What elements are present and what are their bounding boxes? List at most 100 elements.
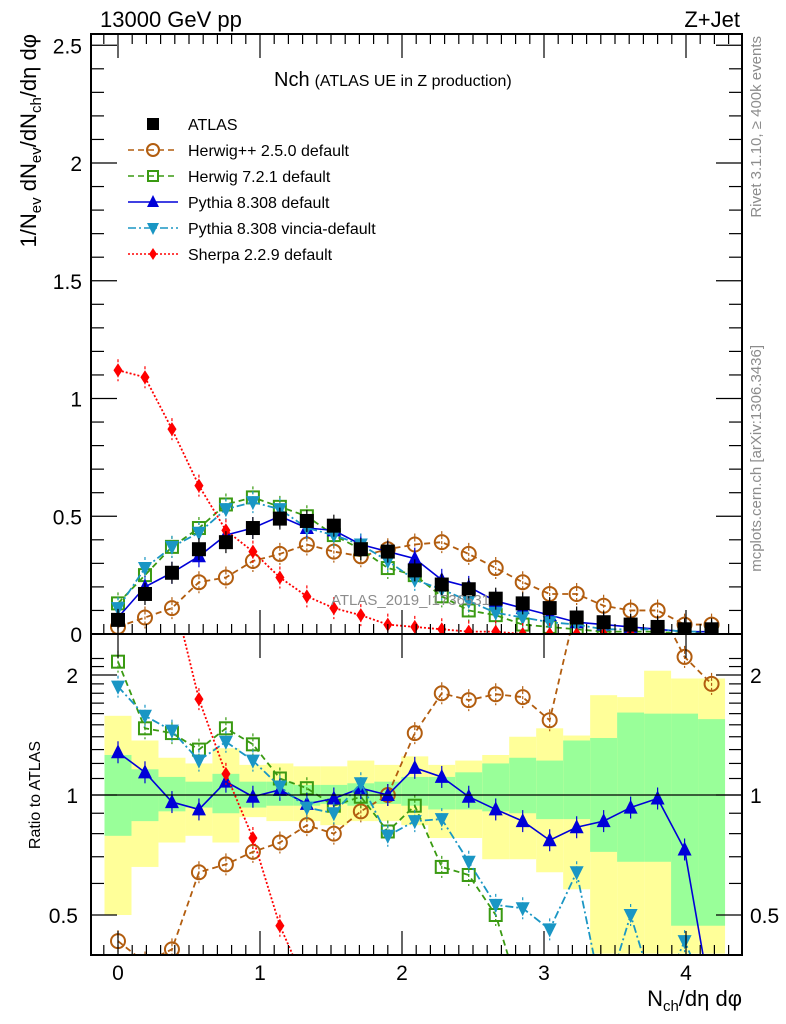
data-point <box>271 545 288 562</box>
data-point <box>541 712 558 729</box>
data-point <box>704 622 719 634</box>
data-point <box>515 611 530 626</box>
data-point <box>218 535 233 550</box>
data-point <box>464 624 474 634</box>
data-point <box>245 496 260 511</box>
data-point <box>514 689 531 706</box>
data-point <box>164 724 179 739</box>
data-point <box>568 585 585 602</box>
data-point <box>194 478 204 493</box>
x-tick-labels: 0 1 2 3 4 <box>112 962 692 985</box>
x-tick-label: 1 <box>254 962 266 985</box>
data-point <box>248 831 258 846</box>
data-point <box>137 709 152 724</box>
data-point <box>221 766 231 781</box>
plot-title-main: Nch <box>274 69 310 91</box>
data-point <box>488 898 503 913</box>
data-point <box>111 744 125 759</box>
data-point <box>623 799 638 814</box>
data-point <box>326 790 341 805</box>
data-point <box>434 577 449 592</box>
analysis-watermark: ATLAS_2019_I1736531 <box>331 592 490 609</box>
data-point <box>299 513 314 528</box>
legend-marker <box>147 170 159 182</box>
data-point <box>545 627 555 634</box>
data-point <box>217 569 234 586</box>
data-point <box>569 819 584 834</box>
band-1sigma <box>617 712 645 862</box>
rivet-label: Rivet 3.1.10, ≥ 400k events <box>748 36 765 218</box>
data-point <box>572 627 582 634</box>
data-point <box>434 859 449 874</box>
band-1sigma <box>536 760 564 820</box>
data-point <box>167 422 177 437</box>
data-point <box>272 511 287 526</box>
data-point <box>542 923 557 938</box>
legend-marker <box>146 143 160 157</box>
data-point <box>137 764 152 779</box>
data-point <box>650 790 665 805</box>
data-point <box>488 606 503 621</box>
band-1sigma <box>509 757 537 814</box>
data-point <box>380 787 395 801</box>
data-point <box>380 829 395 844</box>
data-point <box>407 759 422 774</box>
x-tick-label: 4 <box>680 962 692 985</box>
data-point <box>487 686 504 703</box>
data-point <box>677 841 692 856</box>
data-point <box>542 832 557 847</box>
data-point <box>325 825 342 842</box>
data-point <box>518 627 528 634</box>
data-point <box>515 902 530 917</box>
ratio-y-tick-label-right: 1 <box>750 785 762 808</box>
data-point <box>487 560 504 577</box>
data-point <box>113 288 122 302</box>
ratio-y-axis-title: Ratio to ATLAS <box>27 741 44 849</box>
ratio-y-tick-label-right: 2 <box>750 665 762 688</box>
data-point <box>488 801 503 816</box>
plot-title-sub: (ATLAS UE in Z production) <box>315 73 512 90</box>
y-tick-label: 2 <box>70 153 82 176</box>
data-point <box>245 788 260 803</box>
data-point <box>191 526 206 541</box>
ratio-series <box>110 288 720 955</box>
ratio-series-sherpa-2-2-9-default <box>113 288 294 955</box>
data-point <box>111 680 125 695</box>
data-point <box>410 619 420 634</box>
data-point <box>677 935 692 950</box>
legend-label: Pythia 8.308 default <box>188 195 330 212</box>
legend-item: Sherpa 2.2.9 default <box>128 247 333 264</box>
data-point <box>191 801 206 816</box>
data-point <box>218 721 233 736</box>
data-point <box>164 794 179 809</box>
process-label: Z+Jet <box>684 7 740 32</box>
data-point <box>221 523 231 538</box>
data-point <box>434 813 449 828</box>
ratio-y-tick-labels: 0.5 1 2 0.5 1 2 <box>49 665 779 928</box>
data-point <box>353 542 368 557</box>
data-point <box>164 540 179 555</box>
main-series-atlas <box>111 507 719 634</box>
data-point <box>191 542 206 557</box>
legend-item: Pythia 8.308 default <box>128 195 330 212</box>
data-point <box>164 565 179 580</box>
y-tick-label: 2.5 <box>53 35 82 58</box>
legend-label: Pythia 8.308 vincia-default <box>188 221 376 238</box>
data-point <box>299 801 314 816</box>
data-point <box>137 586 152 601</box>
data-point <box>140 467 149 481</box>
data-point <box>248 544 258 559</box>
y-axis-title: 1/Nev dNev/dNch/dη dφ <box>16 34 45 247</box>
data-point <box>460 692 477 709</box>
y-tick-label: 1.5 <box>53 271 82 294</box>
legend-item: Herwig++ 2.5.0 default <box>128 143 350 160</box>
x-tick-label: 0 <box>112 962 124 985</box>
data-point <box>515 813 530 828</box>
legend-label: Herwig 7.2.1 default <box>188 169 331 186</box>
data-point <box>275 570 285 585</box>
data-point <box>275 918 285 933</box>
ratio-y-tick-label: 1 <box>66 785 78 808</box>
main-y-tick-labels: 0 0.5 1 1.5 2 2.5 <box>53 35 82 647</box>
data-point <box>190 864 207 881</box>
ratio-series-pythia-8-308-default <box>111 741 704 955</box>
